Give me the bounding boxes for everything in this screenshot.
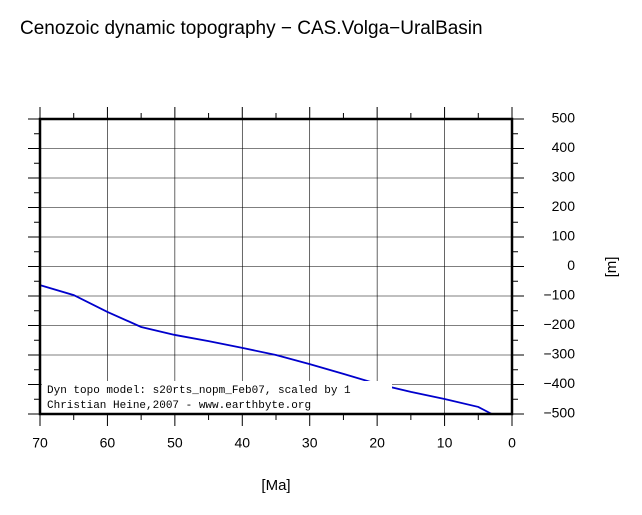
x-tick-label: 40 xyxy=(234,435,250,451)
annotation: Dyn topo model: s20rts_nopm_Feb07, scale… xyxy=(47,385,351,397)
y-tick-label: 500 xyxy=(552,110,576,126)
data-line xyxy=(39,284,493,415)
x-tick-label: 0 xyxy=(508,435,516,451)
annotation: Christian Heine,2007 - www.earthbyte.org xyxy=(47,400,311,412)
chart-title: Cenozoic dynamic topography − CAS.Volga−… xyxy=(20,18,483,39)
x-tick-label: 50 xyxy=(167,435,183,451)
y-tick-label: 100 xyxy=(552,228,576,244)
y-tick-label: −400 xyxy=(543,375,575,391)
y-tick-label: −300 xyxy=(543,346,575,362)
x-tick-label: 30 xyxy=(302,435,318,451)
y-tick-label: −100 xyxy=(543,287,575,303)
x-tick-label: 60 xyxy=(100,435,116,451)
y-tick-label: −500 xyxy=(543,405,575,421)
x-tick-label: 10 xyxy=(437,435,453,451)
y-tick-label: 300 xyxy=(552,169,576,185)
x-tick-label: 20 xyxy=(369,435,385,451)
y-tick-label: 200 xyxy=(552,198,576,214)
x-tick-label: 70 xyxy=(32,435,48,451)
y-tick-label: 0 xyxy=(567,257,575,273)
plot-frame xyxy=(38,117,514,416)
y-axis-label: [m] xyxy=(603,257,620,278)
y-tick-label: 400 xyxy=(552,139,576,155)
y-tick-label: −200 xyxy=(543,316,575,332)
annotation-box xyxy=(42,381,392,413)
x-axis-label: [Ma] xyxy=(261,477,290,494)
